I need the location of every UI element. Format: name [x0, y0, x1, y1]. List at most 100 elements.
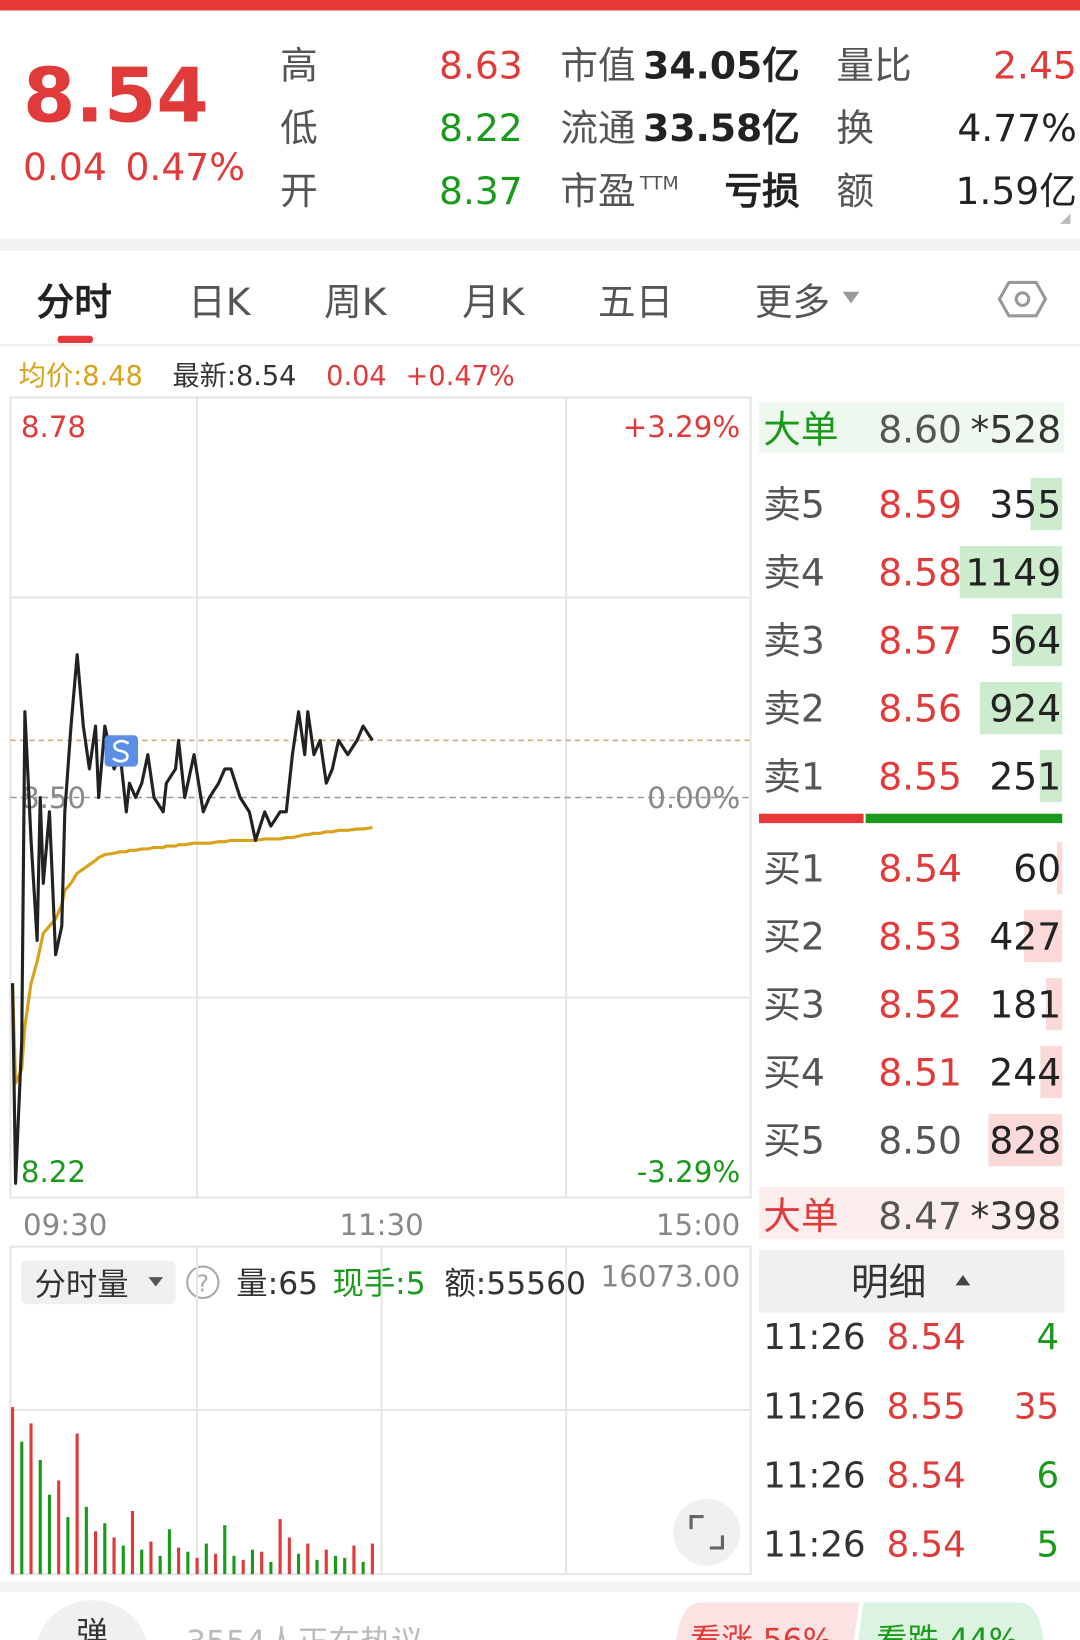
- volume-bar: [84, 1506, 88, 1575]
- tab[interactable]: 日K: [188, 280, 252, 324]
- depth-bar: [1011, 613, 1063, 667]
- y-tick-label: 8.78: [21, 410, 86, 444]
- fullscreen-icon[interactable]: [689, 1515, 725, 1550]
- depth-bar: [1046, 977, 1063, 1031]
- buy-divider: [865, 813, 1063, 824]
- book-label: 买3: [763, 983, 825, 1027]
- volume-bar: [75, 1433, 79, 1575]
- detail-price: 8.55: [887, 1386, 966, 1427]
- details-title[interactable]: 明细: [851, 1260, 926, 1304]
- stat-value: 亏损: [725, 169, 801, 213]
- volume-bar: [352, 1545, 356, 1575]
- volume-bar: [370, 1543, 374, 1575]
- volume-selector-label[interactable]: 分时量: [35, 1267, 129, 1303]
- volume-bar: [121, 1545, 125, 1575]
- volume-bar: [10, 1407, 15, 1575]
- more-arrow[interactable]: [842, 291, 860, 304]
- signal-badge-s[interactable]: [112, 739, 130, 763]
- danmu-label[interactable]: 弹: [76, 1616, 107, 1640]
- big-buy-bg: [759, 1187, 1065, 1240]
- book-price: 8.59: [878, 483, 962, 527]
- bearish-button[interactable]: [853, 1602, 1045, 1640]
- info-change: 0.04: [326, 361, 386, 392]
- book-volume: 427: [989, 915, 1061, 959]
- tab[interactable]: 周K: [324, 280, 388, 324]
- book-price: 8.55: [878, 755, 962, 799]
- bullish-button[interactable]: [674, 1602, 860, 1640]
- expand-corner[interactable]: [1060, 213, 1071, 224]
- big-sell-label: 大单: [763, 407, 838, 451]
- book-volume: 1149: [965, 551, 1061, 595]
- bullish-label[interactable]: 看涨 56%: [690, 1622, 832, 1640]
- details-header[interactable]: [759, 1249, 1065, 1313]
- stat-label: 高: [280, 43, 318, 87]
- book-label: 买1: [763, 847, 825, 891]
- current-hand: 现手:5: [332, 1266, 425, 1302]
- volume-bar: [167, 1529, 171, 1575]
- volume-bar: [260, 1551, 264, 1575]
- big-buy-volume: *398: [971, 1194, 1062, 1238]
- fullscreen-button[interactable]: [673, 1498, 741, 1566]
- book-volume: 564: [989, 619, 1061, 663]
- book-label: 买2: [763, 915, 825, 959]
- tab-underline: [57, 335, 94, 344]
- volume-bar: [130, 1510, 135, 1575]
- bearish-label[interactable]: 看跌 44%: [876, 1622, 1018, 1640]
- big-buy-price: 8.47: [878, 1194, 962, 1238]
- volume-bar: [103, 1523, 107, 1575]
- x-tick-label: 15:00: [656, 1208, 740, 1242]
- dropdown-arrow[interactable]: [148, 1277, 164, 1287]
- volume-bar: [140, 1549, 144, 1575]
- detail-time: 11:26: [763, 1386, 865, 1427]
- book-volume: 355: [989, 483, 1061, 527]
- y2-tick-label: -3.29%: [637, 1155, 741, 1189]
- volume-bar: [315, 1559, 319, 1575]
- amount: 额:55560: [444, 1266, 586, 1302]
- settings-icon[interactable]: [997, 280, 1048, 318]
- volume-bar: [250, 1549, 255, 1575]
- settings-dot[interactable]: [1014, 291, 1031, 307]
- detail-time: 11:26: [763, 1455, 865, 1496]
- book-volume: 924: [989, 687, 1061, 731]
- detail-volume: 5: [1036, 1524, 1059, 1565]
- volume-selector[interactable]: [20, 1260, 176, 1305]
- price-line: [10, 825, 373, 1085]
- big-buy-label: 大单: [763, 1194, 838, 1238]
- volume-bar: [278, 1519, 282, 1575]
- volume-bar: [306, 1543, 310, 1575]
- top-bar: [0, 0, 1080, 11]
- help-icon-text[interactable]: ?: [197, 1272, 209, 1298]
- stat-label: 换: [836, 106, 874, 150]
- tab[interactable]: 分时: [37, 280, 112, 324]
- volume-bar: [20, 1441, 24, 1575]
- tab[interactable]: 更多: [755, 280, 830, 324]
- details-arrow[interactable]: [955, 1274, 971, 1286]
- discussion[interactable]: 3554人正在热议: [186, 1625, 423, 1640]
- settings-hex[interactable]: [997, 280, 1048, 318]
- volume-bar: [158, 1555, 162, 1575]
- help-icon[interactable]: [186, 1265, 220, 1300]
- stat-value: 4.77%: [957, 106, 1077, 150]
- price: 8.54: [23, 51, 209, 139]
- volume-bar: [195, 1557, 199, 1575]
- volume-bar: [297, 1553, 301, 1575]
- book-price: 8.53: [878, 915, 962, 959]
- book-price: 8.56: [878, 687, 962, 731]
- stat-label: 低: [280, 106, 318, 150]
- volume-bar: [204, 1543, 208, 1575]
- tab[interactable]: 五日: [598, 280, 673, 324]
- tab[interactable]: 月K: [462, 280, 526, 324]
- volume-bar: [269, 1561, 273, 1575]
- x-tick-label: 09:30: [23, 1208, 107, 1242]
- volume-bar: [149, 1541, 153, 1575]
- danmu-button[interactable]: [35, 1600, 150, 1640]
- volume-bar: [177, 1547, 181, 1575]
- change-pct: 0.47%: [125, 145, 245, 189]
- volume-bar: [94, 1531, 98, 1575]
- book-volume: 244: [989, 1051, 1061, 1095]
- depth-bar: [988, 1113, 1063, 1167]
- stat-label: 市盈: [560, 169, 635, 213]
- detail-volume: 4: [1036, 1317, 1059, 1358]
